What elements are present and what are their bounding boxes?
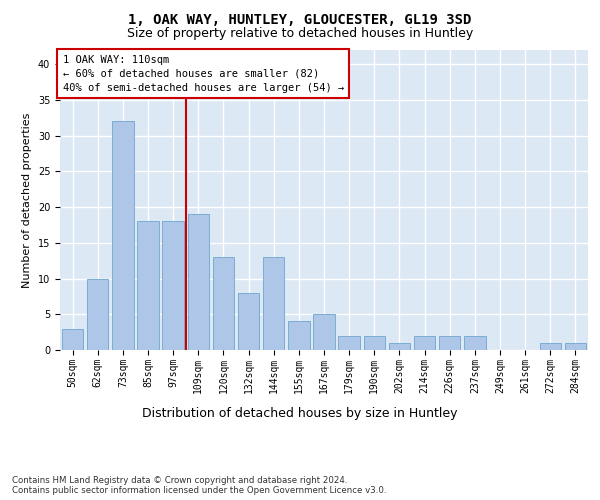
Bar [263, 257, 284, 350]
Y-axis label: Number of detached properties: Number of detached properties [22, 112, 32, 288]
Text: Contains HM Land Registry data © Crown copyright and database right 2024.
Contai: Contains HM Land Registry data © Crown c… [12, 476, 386, 495]
Bar [389, 343, 410, 350]
Bar [313, 314, 335, 350]
Bar [112, 122, 134, 350]
Bar [539, 343, 561, 350]
Bar [188, 214, 209, 350]
Bar [62, 328, 83, 350]
Bar [414, 336, 435, 350]
Bar [364, 336, 385, 350]
Bar [213, 257, 234, 350]
Bar [464, 336, 485, 350]
Text: 1 OAK WAY: 110sqm
← 60% of detached houses are smaller (82)
40% of semi-detached: 1 OAK WAY: 110sqm ← 60% of detached hous… [62, 54, 344, 92]
Text: 1, OAK WAY, HUNTLEY, GLOUCESTER, GL19 3SD: 1, OAK WAY, HUNTLEY, GLOUCESTER, GL19 3S… [128, 12, 472, 26]
Bar [238, 293, 259, 350]
Bar [87, 278, 109, 350]
Bar [163, 222, 184, 350]
Bar [338, 336, 360, 350]
Bar [288, 322, 310, 350]
Bar [137, 222, 158, 350]
Bar [439, 336, 460, 350]
Text: Distribution of detached houses by size in Huntley: Distribution of detached houses by size … [142, 408, 458, 420]
Text: Size of property relative to detached houses in Huntley: Size of property relative to detached ho… [127, 28, 473, 40]
Bar [565, 343, 586, 350]
